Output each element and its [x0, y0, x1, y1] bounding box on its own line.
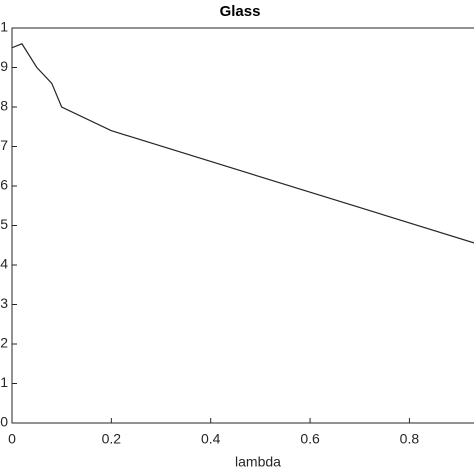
y-tick-label: 3: [0, 295, 8, 311]
y-tick-label: 1: [0, 19, 8, 35]
y-tick-label: 6: [0, 177, 8, 193]
x-tick-label: 0.8: [400, 431, 420, 447]
x-tick-label: 0.6: [300, 431, 320, 447]
y-tick-label: 0: [0, 414, 8, 430]
chart-title: Glass: [220, 3, 261, 20]
y-tick-label: 8: [0, 98, 8, 114]
y-tick-label: 5: [0, 216, 8, 232]
y-tick-label: 4: [0, 256, 8, 272]
y-tick-label: 1: [0, 374, 8, 390]
x-axis-label: lambda: [235, 454, 281, 470]
y-tick-label: 7: [0, 137, 8, 153]
x-tick-label: 0: [8, 431, 16, 447]
y-tick-label: 2: [0, 335, 8, 351]
axes-box: [11, 27, 474, 424]
line: [11, 43, 474, 244]
x-tick-label: 0.4: [201, 431, 221, 447]
y-tick-label: 9: [0, 58, 8, 74]
x-tick-label: 0.2: [102, 431, 122, 447]
